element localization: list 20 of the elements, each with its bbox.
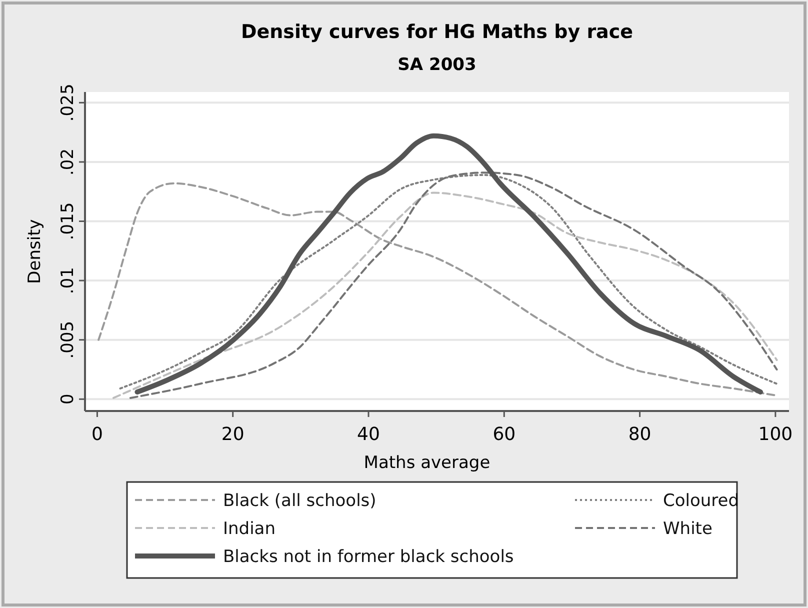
chart-subtitle: SA 2003 bbox=[398, 55, 476, 75]
x-tick-label: 60 bbox=[492, 424, 516, 445]
y-tick-label: .005 bbox=[58, 320, 78, 359]
x-tick-label: 0 bbox=[91, 424, 103, 445]
chart-title: Density curves for HG Maths by race bbox=[240, 21, 634, 43]
y-tick-label: .015 bbox=[58, 202, 78, 240]
x-tick-label: 40 bbox=[357, 424, 380, 445]
y-tick-label: .025 bbox=[58, 84, 78, 122]
y-tick-label: 0 bbox=[58, 394, 78, 405]
legend-label: White bbox=[663, 519, 712, 539]
legend-label: Blacks not in former black schools bbox=[223, 547, 514, 567]
x-tick-label: 20 bbox=[221, 424, 244, 445]
y-tick-label: .02 bbox=[58, 148, 78, 176]
x-tick-label: 80 bbox=[628, 424, 652, 445]
x-tick-label: 100 bbox=[758, 424, 793, 445]
legend-label: Black (all schools) bbox=[223, 491, 376, 511]
y-tick-label: .01 bbox=[58, 267, 78, 294]
y-axis-title: Density bbox=[25, 219, 45, 284]
x-axis-title: Maths average bbox=[364, 453, 490, 473]
legend-label: Indian bbox=[223, 519, 276, 539]
